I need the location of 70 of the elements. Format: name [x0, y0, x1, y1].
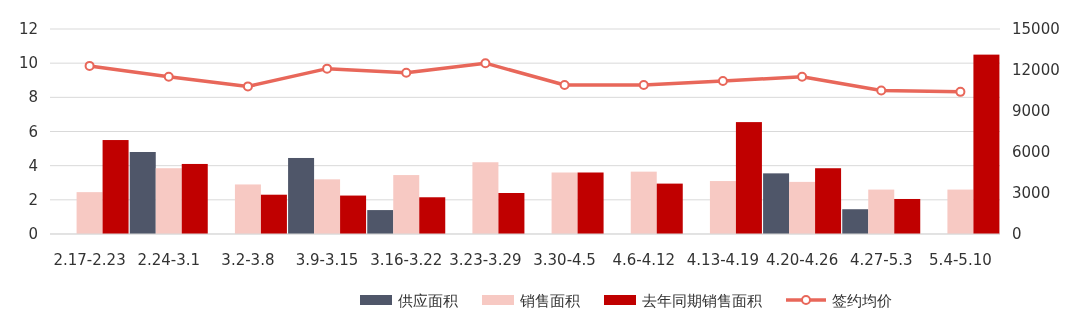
point — [876, 85, 887, 96]
x-tick-label: 3.16-3.22 — [370, 251, 443, 269]
y2-tick-label: 12000 — [1012, 61, 1060, 79]
legend-label: 去年同期销售面积 — [642, 292, 762, 310]
bar — [868, 189, 895, 234]
bar — [498, 193, 525, 234]
point — [955, 86, 966, 97]
bar — [815, 168, 842, 234]
bar — [472, 162, 499, 234]
y-tick-label: 6 — [28, 122, 38, 141]
x-tick-label: 3.23-3.29 — [449, 251, 522, 269]
bar — [129, 152, 156, 234]
legend-label: 供应面积 — [398, 292, 458, 310]
bar — [234, 184, 261, 234]
y2-tick-label: 9000 — [1012, 102, 1051, 120]
y2-tick-label: 0 — [1012, 225, 1022, 243]
x-tick-label: 4.20-4.26 — [765, 251, 839, 269]
y2-tick-label: 6000 — [1012, 143, 1051, 161]
y-tick-label: 2 — [28, 190, 38, 209]
point — [638, 80, 649, 91]
x-tick-label: 2.24-3.1 — [137, 251, 201, 269]
x-tick-label: 2.17-2.23 — [53, 251, 126, 269]
bar — [763, 173, 790, 234]
point — [559, 80, 570, 91]
y-tick-label: 0 — [28, 225, 38, 243]
bar — [656, 183, 683, 234]
point — [480, 58, 491, 69]
point — [717, 75, 728, 86]
bar — [894, 198, 921, 234]
bar — [393, 175, 420, 234]
bar — [288, 157, 315, 234]
bar — [973, 54, 1000, 234]
bar — [155, 168, 182, 234]
y-tick-label: 12 — [18, 20, 38, 38]
bar — [789, 181, 816, 234]
x-tick-label: 3.2-3.8 — [221, 251, 275, 269]
x-tick-label: 4.6-4.12 — [612, 251, 676, 269]
bar — [367, 210, 394, 234]
point — [163, 71, 174, 82]
point — [401, 67, 412, 78]
legend-label: 签约均价 — [832, 292, 892, 310]
bar — [314, 179, 341, 234]
bar — [260, 194, 287, 234]
y-tick-label: 10 — [18, 54, 38, 73]
x-tick-label: 4.13-4.19 — [686, 251, 760, 269]
bar — [102, 140, 129, 234]
point — [84, 60, 95, 71]
y-tick-label: 8 — [28, 88, 38, 107]
bar — [709, 181, 736, 234]
bar — [551, 172, 578, 234]
x-tick-label: 3.30-4.5 — [533, 251, 596, 269]
bar — [340, 195, 367, 234]
bar — [630, 171, 657, 234]
point — [797, 71, 808, 82]
bar — [181, 163, 208, 234]
x-tick-label: 5.4-5.10 — [929, 251, 992, 269]
bar — [842, 209, 869, 234]
x-tick-label: 3.9-3.15 — [295, 251, 359, 269]
point — [322, 63, 333, 74]
legend-label: 销售面积 — [519, 292, 580, 310]
y2-tick-label: 15000 — [1012, 20, 1060, 38]
bar — [419, 197, 446, 234]
y-tick-label: 4 — [28, 156, 38, 175]
bar — [947, 189, 974, 234]
bar — [735, 122, 762, 234]
y2-tick-label: 3000 — [1012, 184, 1051, 202]
bar — [577, 172, 604, 234]
x-tick-label: 4.27-5.3 — [849, 251, 913, 269]
point — [242, 81, 253, 92]
bar — [76, 192, 103, 234]
